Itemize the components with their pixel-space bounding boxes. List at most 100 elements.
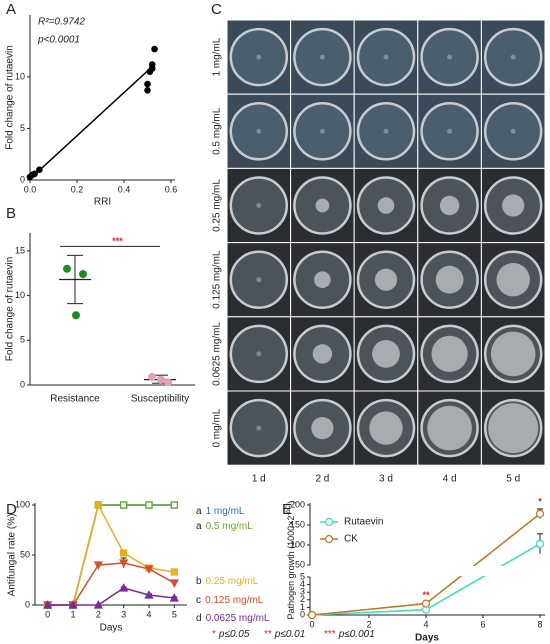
- x-tick-label: 0.0: [24, 184, 37, 194]
- row-label: 0.125 mg/mL: [212, 250, 223, 309]
- panel-letter: D: [6, 501, 17, 518]
- marker: [119, 559, 129, 568]
- colony: [510, 128, 516, 134]
- footnote: *** p≤0.001: [324, 629, 375, 640]
- x-tick-label: 6: [480, 619, 485, 629]
- marker: [94, 501, 102, 509]
- y-tick-label: 50: [295, 559, 305, 569]
- y-tick-label: 0: [300, 609, 305, 619]
- colony: [510, 54, 516, 60]
- x-tick-label: 0.6: [165, 184, 178, 194]
- x-tick-label: 0: [309, 619, 314, 629]
- legend-group: b: [196, 576, 202, 587]
- y-axis-label-part: ): [286, 501, 296, 504]
- row-label: 0 mg/mL: [212, 408, 223, 447]
- x-tick-label: 0: [45, 609, 50, 619]
- x-tick-label: 0.4: [118, 184, 131, 194]
- colony: [312, 344, 333, 364]
- marker: [307, 610, 317, 620]
- x-tick-label: 2: [96, 609, 101, 619]
- axis-break: [311, 566, 546, 576]
- row-label: 0.0625 mg/mL: [212, 322, 223, 386]
- marker: [93, 600, 103, 609]
- marker: [144, 590, 154, 599]
- y-tick-label: 1: [300, 602, 305, 612]
- footnote-symbol: **: [264, 629, 272, 640]
- colony: [315, 198, 330, 213]
- row-label: 0.25 mg/mL: [212, 179, 223, 232]
- x-tick-label: 1: [70, 609, 75, 619]
- legend-label: 0.5 mg/mL: [206, 521, 254, 532]
- footnote: * p≤0.05: [212, 629, 250, 640]
- colony: [311, 417, 334, 440]
- colony: [256, 54, 262, 60]
- y-tick-label: 10: [15, 71, 25, 81]
- dot: [148, 372, 156, 381]
- x-tick-label: 5: [172, 609, 177, 619]
- legend-group: a: [196, 521, 202, 532]
- x-tick-label: Resistance: [50, 394, 100, 405]
- x-axis-label: Days: [415, 633, 439, 644]
- colony: [256, 277, 262, 283]
- y-axis-label: Antifungal rate (%): [7, 514, 18, 597]
- point: [144, 86, 151, 94]
- colony: [490, 331, 536, 377]
- legend-entry: a 0.5 mg/mL: [196, 521, 253, 532]
- x-tick-label: Susceptibility: [131, 394, 189, 405]
- colony: [447, 128, 453, 134]
- legend-label: 0.0625 mg/mL: [206, 613, 270, 624]
- series-line: [47, 587, 175, 606]
- legend-label: 0.125 mg/mL: [205, 595, 264, 606]
- colony: [256, 128, 262, 134]
- x-axis-label: RRI: [94, 197, 111, 208]
- marker: [535, 509, 545, 518]
- fit-line: [29, 63, 156, 180]
- row-label: 0.5 mg/mL: [212, 107, 223, 155]
- y-tick-label: 0: [20, 379, 25, 389]
- marker: [144, 565, 154, 574]
- x-tick-label: 4: [146, 609, 151, 619]
- marker: [93, 561, 103, 570]
- x-tick-label: 2: [366, 619, 371, 629]
- footnote-text: p≤0.001: [338, 629, 375, 640]
- dot: [164, 378, 172, 387]
- colony: [383, 54, 389, 60]
- marker: [169, 593, 179, 602]
- colony: [314, 271, 331, 289]
- legend-group: a: [196, 506, 202, 517]
- series-line: [47, 504, 175, 606]
- colony: [374, 268, 398, 291]
- legend-entry: a 1 mg/mL: [196, 506, 245, 517]
- series-line: [47, 502, 175, 606]
- footnote-text: p≤0.01: [274, 629, 306, 640]
- legend-label: Rutaevin: [344, 517, 383, 528]
- colony: [431, 335, 468, 372]
- row-label: 1 mg/mL: [212, 37, 223, 76]
- colony: [319, 54, 325, 60]
- marker: [119, 583, 129, 592]
- column-label: 5 d: [506, 474, 520, 485]
- y-tick-label: 4: [300, 579, 305, 589]
- column-label: 2 d: [315, 474, 329, 485]
- y-tick-label: 3: [300, 587, 305, 597]
- x-tick-label: 0.2: [71, 184, 84, 194]
- legend-group: d: [196, 613, 202, 624]
- panel-letter: B: [6, 205, 16, 222]
- colony: [377, 197, 395, 214]
- column-label: 4 d: [443, 474, 457, 485]
- footnote-symbol: *: [212, 629, 216, 640]
- x-tick-label: 3: [121, 609, 126, 619]
- marker: [68, 600, 78, 609]
- y-tick-label: 50: [20, 549, 30, 559]
- y-tick-label: 15: [15, 245, 25, 255]
- panel-letter: A: [6, 1, 16, 18]
- colony: [369, 411, 403, 445]
- column-label: 1 d: [252, 474, 266, 485]
- colony: [488, 403, 539, 454]
- legend-entry: c 0.125 mg/mL: [196, 595, 264, 606]
- y-tick-label: 200: [290, 499, 305, 509]
- y-axis-label-part: Pathogen growth (1000×2: [286, 516, 296, 620]
- series-line: [47, 504, 175, 606]
- marker: [421, 599, 431, 608]
